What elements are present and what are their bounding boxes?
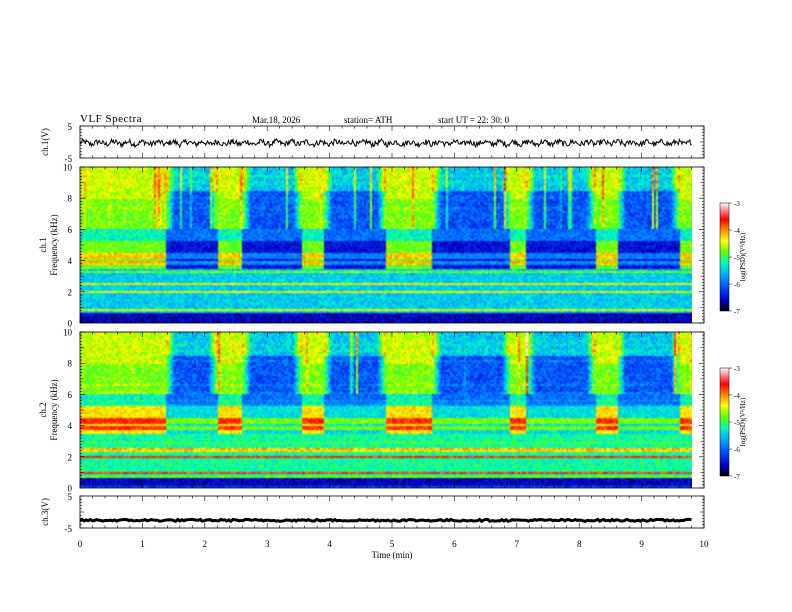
ch2-spec-ytick-label: 4 — [68, 421, 73, 431]
x-tick-label: 1 — [140, 539, 145, 549]
ch2-spec-colorbar-label: log(PSD)(V²/Hz) — [739, 397, 747, 446]
ch2-spec-ytick-label: 2 — [68, 452, 73, 462]
ch2-spec-ylabel-frequency: Frequency (kHz) — [49, 379, 59, 440]
ch3-ytick-top: 5 — [68, 492, 73, 502]
ch1-spec-colorbar-tick-label: -4 — [734, 227, 740, 235]
x-tick-label: 4 — [327, 539, 332, 549]
ch1-spec-panel: 10 8 6 4 2 0 ch.1 Frequency (kHz) -3 -4 -5 -6 -7 log(… — [38, 163, 747, 329]
ch2-spec-colorbar-tick-label: -7 — [734, 473, 740, 481]
x-tick-label: 9 — [639, 539, 644, 549]
ch1-spec-colorbar-tick-label: -7 — [734, 308, 740, 316]
ch1-spec-ytick-label: 4 — [68, 256, 73, 266]
ch2-spec-ytick-label: 8 — [68, 359, 73, 369]
ch2-spec-colorbar-tick-label: -4 — [734, 392, 740, 400]
ch1-spec-colorbar-tick-label: -6 — [734, 281, 740, 289]
ch1-spec-colorbar-tick-label: -5 — [734, 254, 740, 262]
ch1-spec-raster — [80, 167, 692, 323]
ch1-spec-ytick-label: 8 — [68, 194, 73, 204]
ch2-spec-ylabel: ch.2 — [38, 402, 48, 417]
ch1-spec-colorbar-label: log(PSD)(V²/Hz) — [739, 232, 747, 281]
ch1-ytick-bottom: -5 — [65, 154, 73, 164]
x-tick-label: 0 — [78, 539, 83, 549]
ch2-spec-raster — [80, 332, 692, 488]
ch1-ylabel: ch.1(V) — [40, 128, 50, 156]
x-tick-label: 10 — [700, 539, 710, 549]
ch2-spec-ytick-label: 10 — [63, 328, 73, 338]
ch1-spec-ylabel-frequency: Frequency (kHz) — [49, 214, 59, 275]
x-tick-label: 6 — [452, 539, 457, 549]
ch1-spec-ytick-label: 6 — [68, 225, 73, 235]
station-label: station= ATH — [344, 115, 393, 125]
x-tick-label: 2 — [203, 539, 208, 549]
date-label: Mar.18, 2026 — [252, 115, 301, 125]
x-tick-label: 8 — [577, 539, 582, 549]
ch2-spec-ytick-label: 6 — [68, 390, 73, 400]
ch1-ytick-top: 5 — [68, 122, 73, 132]
x-tick-label: 5 — [390, 539, 395, 549]
ch1-spec-ylabel: ch.1 — [38, 237, 48, 252]
figure-title: VLF Spectra — [80, 113, 143, 125]
start-time-label: start UT = 22: 30: 0 — [438, 115, 510, 125]
ch1-spec-ytick-label: 10 — [63, 163, 73, 173]
ch3-ytick-bottom: -5 — [65, 524, 73, 534]
ch2-spec-ytick-label: 0 — [68, 484, 73, 494]
ch1-waveform — [79, 137, 692, 149]
ch3-ylabel: ch.3(V) — [40, 498, 50, 526]
ch2-spec-colorbar-tick-label: -6 — [734, 446, 740, 454]
ch2-spec-panel: 10 8 6 4 2 0 ch.2 Frequency (kHz) -3 -4 -5 -6 -7 log(… — [38, 328, 747, 494]
ch1-spec-ytick-label: 0 — [68, 319, 73, 329]
x-tick-label: 7 — [515, 539, 520, 549]
ch1-spec-colorbar-tick-label: -3 — [734, 200, 740, 208]
x-axis-label: Time (min) — [372, 550, 413, 560]
ch2-spec-colorbar-tick-label: -3 — [734, 365, 740, 373]
x-tick-label: 3 — [265, 539, 270, 549]
ch3-waveform — [79, 517, 692, 524]
x-axis: 0 1 2 3 4 5 6 7 8 9 10 Time (min) — [78, 539, 709, 560]
ch1-spec-ytick-label: 2 — [68, 287, 73, 297]
ch2-spec-colorbar — [719, 367, 730, 477]
ch3-panel: 5 -5 ch.3(V) — [40, 492, 705, 534]
ch1-spec-colorbar — [719, 202, 730, 312]
ch2-spec-colorbar-tick-label: -5 — [734, 419, 740, 427]
ch1-panel: 5 -5 ch.1(V) — [40, 122, 705, 164]
